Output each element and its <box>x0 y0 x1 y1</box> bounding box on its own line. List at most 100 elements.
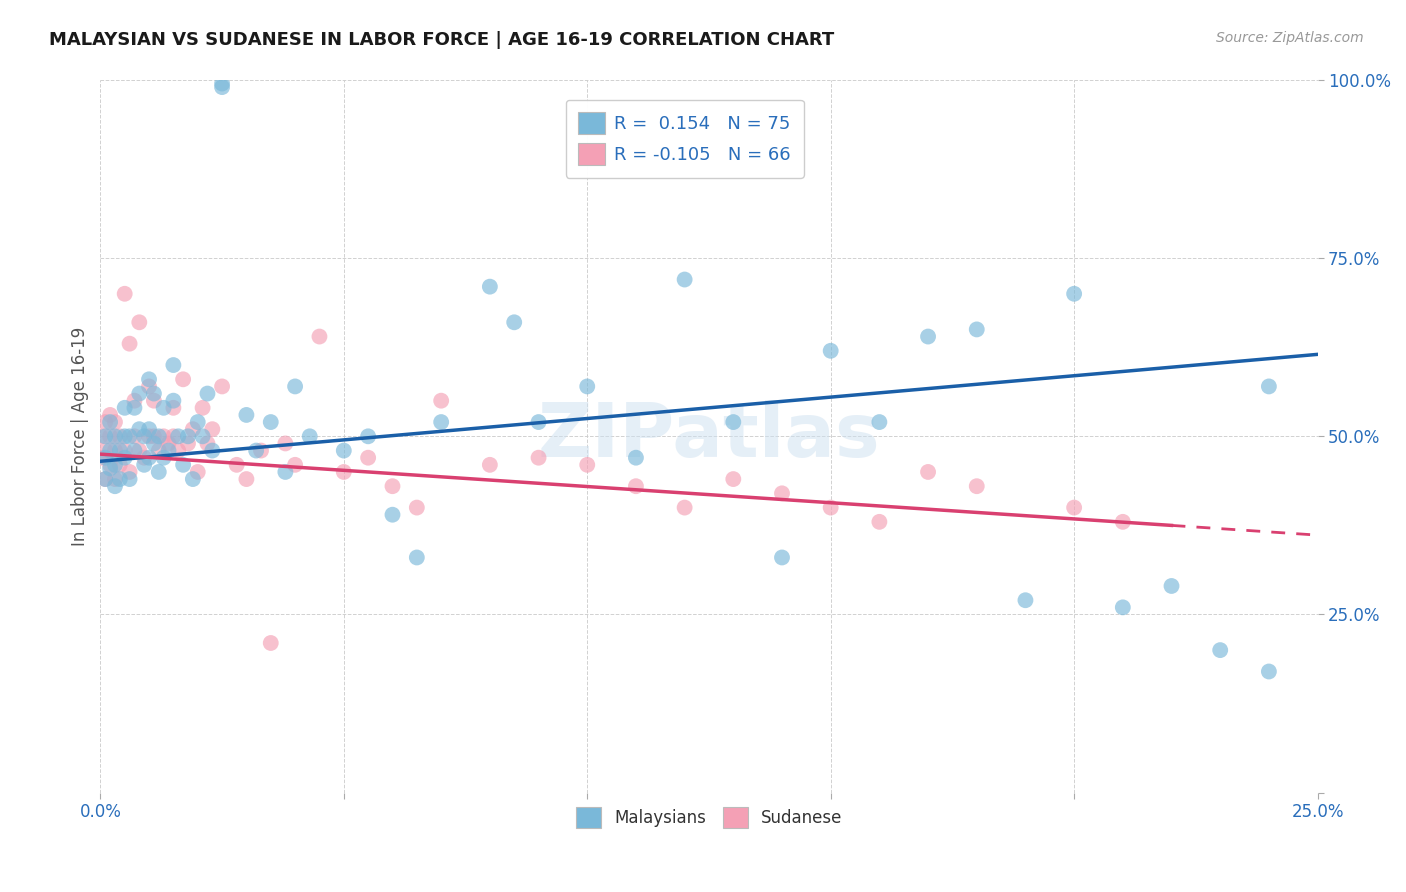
Point <box>333 443 356 458</box>
Point <box>245 443 267 458</box>
Point <box>104 458 127 472</box>
Point <box>1257 665 1279 679</box>
Point <box>114 429 136 443</box>
Point <box>966 479 988 493</box>
Text: Source: ZipAtlas.com: Source: ZipAtlas.com <box>1216 31 1364 45</box>
Point <box>250 443 273 458</box>
Point <box>187 465 209 479</box>
Point <box>405 550 427 565</box>
Point <box>172 458 194 472</box>
Point <box>98 429 121 443</box>
Point <box>723 415 745 429</box>
Point <box>1209 643 1232 657</box>
Point <box>381 479 404 493</box>
Point <box>274 465 297 479</box>
Point <box>94 415 117 429</box>
Point <box>177 436 200 450</box>
Point <box>308 329 330 343</box>
Y-axis label: In Labor Force | Age 16-19: In Labor Force | Age 16-19 <box>72 326 89 546</box>
Point <box>624 479 647 493</box>
Point <box>167 429 190 443</box>
Point <box>478 279 501 293</box>
Point <box>187 415 209 429</box>
Point <box>104 443 127 458</box>
Point <box>673 500 696 515</box>
Point <box>94 450 117 465</box>
Point <box>820 500 842 515</box>
Point <box>527 450 550 465</box>
Point <box>94 472 117 486</box>
Point <box>333 465 356 479</box>
Point <box>1063 286 1085 301</box>
Point <box>211 77 233 91</box>
Point <box>162 358 184 372</box>
Point <box>527 415 550 429</box>
Point <box>118 429 141 443</box>
Point <box>868 515 890 529</box>
Point <box>128 315 150 329</box>
Point <box>197 436 219 450</box>
Point <box>430 393 453 408</box>
Point <box>128 422 150 436</box>
Point <box>576 379 599 393</box>
Point <box>138 379 160 393</box>
Point <box>138 372 160 386</box>
Point <box>114 286 136 301</box>
Point <box>167 443 190 458</box>
Point <box>98 461 121 475</box>
Point <box>157 436 180 450</box>
Point <box>94 443 117 458</box>
Point <box>108 429 131 443</box>
Point <box>152 450 174 465</box>
Point <box>114 401 136 415</box>
Point <box>108 443 131 458</box>
Point <box>1160 579 1182 593</box>
Point <box>260 415 283 429</box>
Point <box>181 422 204 436</box>
Point <box>108 472 131 486</box>
Point <box>98 408 121 422</box>
Point <box>177 429 200 443</box>
Point <box>235 408 257 422</box>
Point <box>94 472 117 486</box>
Point <box>191 401 214 415</box>
Point <box>576 458 599 472</box>
Point <box>148 443 170 458</box>
Point <box>430 415 453 429</box>
Point <box>211 379 233 393</box>
Point <box>211 80 233 95</box>
Point <box>118 336 141 351</box>
Point <box>104 472 127 486</box>
Point <box>260 636 283 650</box>
Point <box>98 458 121 472</box>
Point <box>917 329 939 343</box>
Point <box>162 429 184 443</box>
Point <box>124 401 146 415</box>
Point <box>162 393 184 408</box>
Point <box>820 343 842 358</box>
Point <box>142 429 165 443</box>
Point <box>181 472 204 486</box>
Point <box>142 393 165 408</box>
Point <box>1257 379 1279 393</box>
Point <box>284 458 307 472</box>
Point <box>118 465 141 479</box>
Point <box>118 472 141 486</box>
Point <box>235 472 257 486</box>
Point <box>172 372 194 386</box>
Point <box>124 429 146 443</box>
Point <box>624 450 647 465</box>
Point <box>723 472 745 486</box>
Point <box>98 415 121 429</box>
Point <box>138 422 160 436</box>
Point <box>1112 515 1135 529</box>
Point <box>104 479 127 493</box>
Point <box>157 443 180 458</box>
Point <box>138 450 160 465</box>
Point <box>197 386 219 401</box>
Point <box>673 272 696 286</box>
Point <box>148 465 170 479</box>
Legend: Malaysians, Sudanese: Malaysians, Sudanese <box>569 800 849 834</box>
Point <box>405 500 427 515</box>
Point <box>357 450 380 465</box>
